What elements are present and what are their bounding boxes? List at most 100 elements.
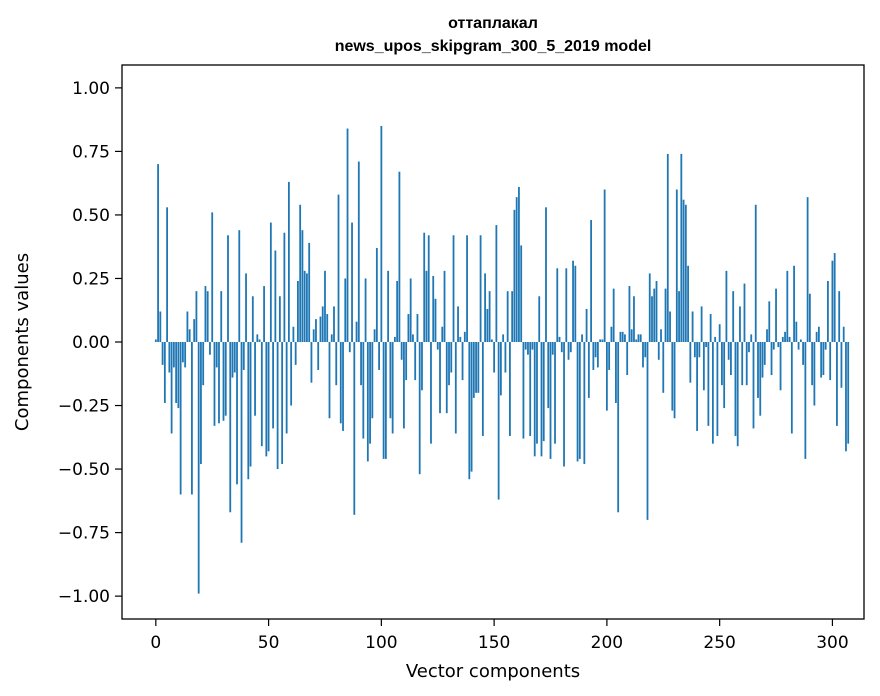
bar [666,153,669,342]
bar [364,278,367,342]
bar [716,342,719,437]
bar [181,342,184,363]
bar [515,197,518,342]
bar [628,286,631,342]
bar [784,331,786,342]
bar [191,342,193,495]
x-axis-label: Vector components [406,661,580,682]
bar [538,296,541,342]
bar [847,342,850,444]
bar [813,342,816,406]
x-tick-label: 300 [816,633,848,653]
bar [312,329,315,342]
bar [319,316,322,342]
bar [195,291,198,342]
bar [163,342,166,403]
bar [495,225,498,342]
bar [371,342,374,419]
bar [615,342,617,403]
bar [355,321,358,342]
bar [452,235,455,342]
bar [635,339,638,342]
bar [315,319,317,342]
bar [639,334,642,342]
bar [369,342,371,444]
bar [709,314,712,342]
bar [260,342,263,447]
bar [479,235,482,342]
bar [236,342,238,485]
bar [660,329,662,342]
bar [430,342,432,444]
bar [206,291,209,342]
bar [497,342,500,500]
bar [845,342,847,452]
bar [301,230,304,342]
bar [389,342,392,419]
bar [193,319,196,342]
bar [603,189,606,342]
bar [624,334,626,342]
bar [445,342,448,414]
y-tick-label: 1.00 [72,79,110,99]
bar [590,220,592,342]
bar [400,342,403,360]
x-tick-label: 200 [591,633,623,653]
bar [723,342,726,409]
bar [612,288,615,342]
bar [200,342,202,464]
bar [227,235,229,342]
bar [360,342,362,386]
bar [734,342,737,437]
bar [441,326,444,342]
bar [596,342,599,368]
bar [682,199,685,342]
bar [781,336,784,342]
bar [556,268,559,342]
bar [831,260,834,342]
bar [599,339,602,342]
bar [263,286,265,342]
bar [283,232,286,342]
bar [757,342,759,398]
bar [337,194,340,342]
bar [698,342,701,358]
bar [423,232,426,342]
bar [272,342,274,429]
bar [373,329,376,342]
bar [811,342,814,386]
bar [421,342,423,391]
bar [188,329,191,342]
bar [702,342,705,391]
y-tick-label: 0.50 [72,206,110,226]
bar [531,342,534,350]
bar [308,242,311,342]
bar [684,204,687,342]
chart-title-line-2: news_upos_skipgram_300_5_2019 model [335,38,652,55]
y-axis-label: Components values [12,253,33,431]
bar [384,342,387,459]
bar [240,342,243,543]
bar [170,342,173,434]
bar [772,342,775,350]
bar [626,342,629,376]
bar [583,342,586,464]
y-tick-label: 0.00 [72,333,110,353]
bar [608,342,611,370]
bar [763,342,766,365]
bar [741,342,744,386]
bar [522,342,525,439]
bar [754,204,757,342]
bar [736,342,739,447]
bar [808,293,811,342]
bar [380,125,383,343]
bar [254,342,256,416]
bar [328,342,331,419]
bar [375,247,378,342]
bar [610,326,613,342]
bar [211,212,214,342]
bar [836,342,838,426]
bar [797,342,800,350]
bar [382,342,385,459]
bar [721,342,723,386]
